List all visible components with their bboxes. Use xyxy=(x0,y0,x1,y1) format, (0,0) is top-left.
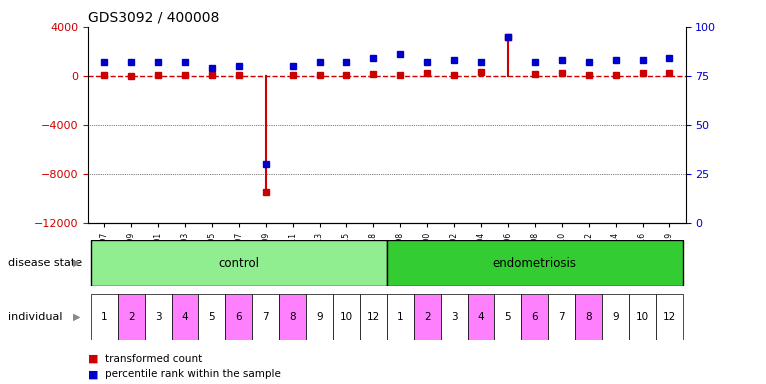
Text: 2: 2 xyxy=(128,312,135,322)
Text: 9: 9 xyxy=(612,312,619,322)
Bar xyxy=(440,294,467,340)
Text: ■: ■ xyxy=(88,354,99,364)
Bar xyxy=(118,294,145,340)
Text: 12: 12 xyxy=(663,312,676,322)
Bar xyxy=(467,294,495,340)
Text: 8: 8 xyxy=(585,312,592,322)
Bar xyxy=(91,294,118,340)
Bar xyxy=(172,294,198,340)
Bar xyxy=(414,294,440,340)
Bar xyxy=(629,294,656,340)
Text: 3: 3 xyxy=(155,312,162,322)
Bar xyxy=(333,294,360,340)
Text: ▶: ▶ xyxy=(73,258,80,268)
Text: 9: 9 xyxy=(316,312,322,322)
Text: 8: 8 xyxy=(290,312,296,322)
Bar xyxy=(198,294,225,340)
Text: 5: 5 xyxy=(208,312,215,322)
Bar xyxy=(656,294,683,340)
Text: 7: 7 xyxy=(263,312,269,322)
Text: ■: ■ xyxy=(88,369,99,379)
Text: 2: 2 xyxy=(424,312,430,322)
Text: 10: 10 xyxy=(636,312,649,322)
Text: 4: 4 xyxy=(182,312,188,322)
Text: 5: 5 xyxy=(505,312,511,322)
Bar xyxy=(306,294,333,340)
Bar xyxy=(279,294,306,340)
Text: ▶: ▶ xyxy=(73,312,80,322)
Bar xyxy=(145,294,172,340)
Bar xyxy=(387,294,414,340)
Bar xyxy=(91,240,387,286)
Bar xyxy=(602,294,629,340)
Bar xyxy=(575,294,602,340)
Bar xyxy=(387,240,683,286)
Text: endometriosis: endometriosis xyxy=(493,257,577,270)
Text: disease state: disease state xyxy=(8,258,82,268)
Text: GDS3092 / 400008: GDS3092 / 400008 xyxy=(88,10,220,24)
Bar xyxy=(522,294,548,340)
Bar xyxy=(548,294,575,340)
Text: 1: 1 xyxy=(397,312,404,322)
Text: control: control xyxy=(218,257,260,270)
Text: individual: individual xyxy=(8,312,62,322)
Text: 12: 12 xyxy=(367,312,380,322)
Text: 6: 6 xyxy=(532,312,538,322)
Text: transformed count: transformed count xyxy=(105,354,202,364)
Text: percentile rank within the sample: percentile rank within the sample xyxy=(105,369,281,379)
Text: 10: 10 xyxy=(340,312,353,322)
Text: 7: 7 xyxy=(558,312,565,322)
Text: 3: 3 xyxy=(451,312,457,322)
Bar xyxy=(225,294,252,340)
Bar xyxy=(360,294,387,340)
Text: 4: 4 xyxy=(478,312,484,322)
Bar xyxy=(252,294,279,340)
Text: 6: 6 xyxy=(235,312,242,322)
Text: 1: 1 xyxy=(101,312,107,322)
Bar xyxy=(495,294,522,340)
